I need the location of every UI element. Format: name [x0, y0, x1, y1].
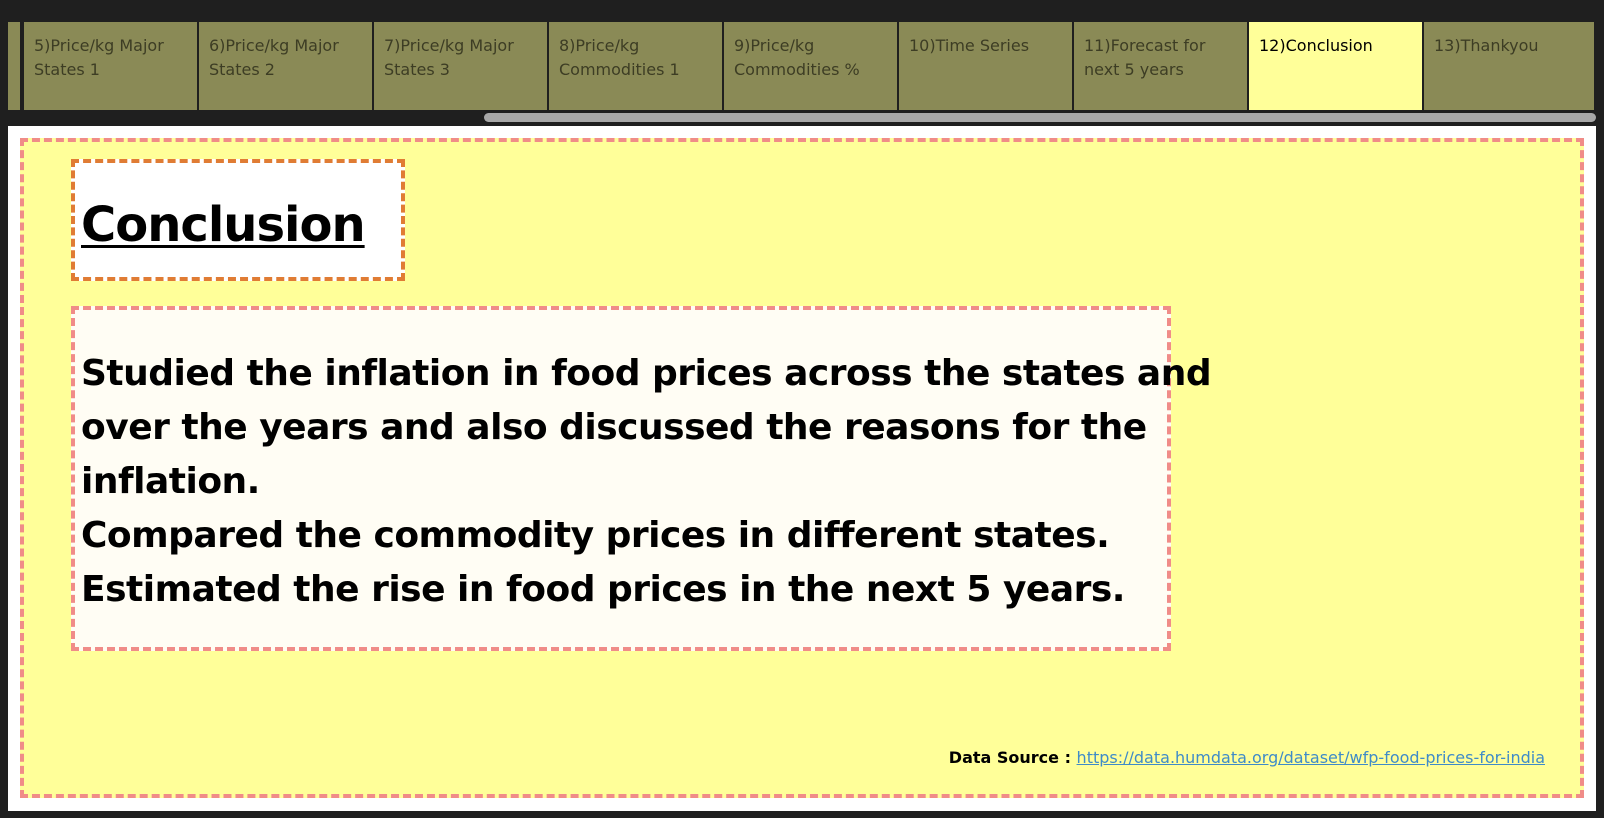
dashboard-canvas: Conclusion Studied the inflation in food… — [20, 138, 1584, 798]
data-source-caption: Data Source : https://data.humdata.org/d… — [949, 748, 1545, 767]
tab-price-kg-major-states-3[interactable]: 7)Price/kg Major States 3 — [374, 22, 549, 110]
tab-thankyou[interactable]: 13)Thankyou — [1424, 22, 1594, 110]
dashboard-area: Conclusion Studied the inflation in food… — [8, 126, 1596, 811]
data-source-link[interactable]: https://data.humdata.org/dataset/wfp-foo… — [1076, 748, 1545, 767]
conclusion-text-box: Studied the inflation in food prices acr… — [71, 306, 1212, 651]
conclusion-line: Studied the inflation in food prices acr… — [81, 353, 1212, 394]
story-tab-strip: 5)Price/kg Major States 1 6)Price/kg Maj… — [0, 0, 1604, 126]
tab-price-kg-commodities-1[interactable]: 8)Price/kg Commodities 1 — [549, 22, 724, 110]
conclusion-line: Compared the commodity prices in differe… — [81, 515, 1110, 556]
tab-price-kg-major-states-2[interactable]: 6)Price/kg Major States 2 — [199, 22, 374, 110]
tab-time-series[interactable]: 10)Time Series — [899, 22, 1074, 110]
tab-conclusion[interactable]: 12)Conclusion — [1249, 22, 1424, 110]
tab-price-kg-major-states-1[interactable]: 5)Price/kg Major States 1 — [24, 22, 199, 110]
conclusion-line: inflation. — [81, 461, 260, 502]
tab-previous-partial[interactable] — [8, 22, 22, 110]
tab-price-kg-commodities-percent[interactable]: 9)Price/kg Commodities % — [724, 22, 899, 110]
data-source-label: Data Source : — [948, 748, 1077, 767]
story-tabs: 5)Price/kg Major States 1 6)Price/kg Maj… — [24, 22, 1594, 110]
page-title: Conclusion — [81, 197, 366, 253]
conclusion-line: Estimated the rise in food prices in the… — [81, 569, 1125, 610]
tab-forecast-next-5-years[interactable]: 11)Forecast for next 5 years — [1074, 22, 1249, 110]
conclusion-line: over the years and also discussed the re… — [81, 407, 1147, 448]
title-container: Conclusion — [71, 159, 405, 281]
tab-scrollbar-thumb[interactable] — [484, 113, 1596, 122]
tab-scrollbar[interactable] — [484, 113, 1596, 122]
